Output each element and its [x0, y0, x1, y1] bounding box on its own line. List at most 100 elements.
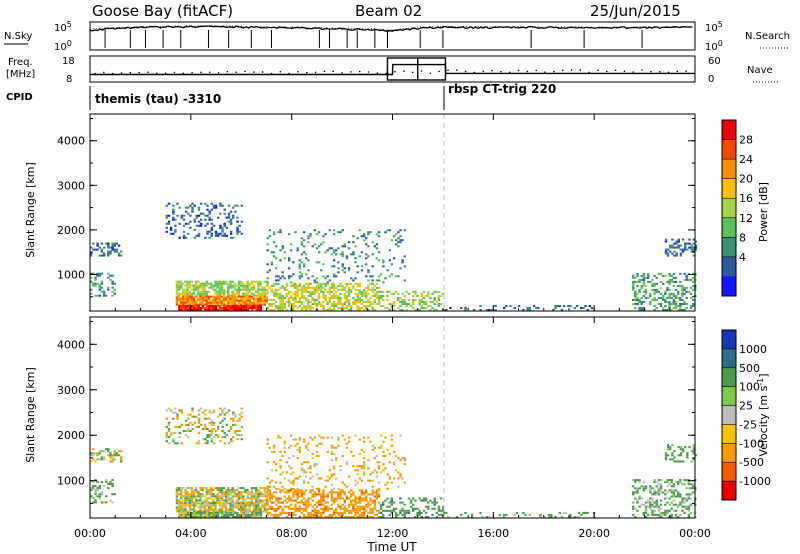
heat-cell [285, 471, 289, 474]
heat-cell [403, 299, 406, 301]
heat-cell [356, 301, 359, 303]
heat-cell [214, 504, 217, 507]
heat-cell [317, 282, 321, 285]
heat-cell [206, 436, 209, 439]
heat-cell [371, 448, 374, 451]
heat-cell [356, 516, 359, 518]
heat-cell [182, 487, 185, 490]
heat-cell [358, 477, 361, 480]
heat-cell [184, 499, 187, 502]
heat-cell [672, 303, 676, 305]
heat-cell [494, 309, 497, 311]
heat-cell [285, 501, 289, 504]
heat-cell [277, 231, 280, 234]
heat-cell [677, 505, 680, 508]
heat-cell [165, 222, 168, 225]
heat-cell [668, 305, 671, 307]
heat-cell [649, 497, 652, 500]
heat-cell [240, 284, 243, 287]
heat-cell [92, 487, 95, 490]
heat-cell [238, 419, 241, 422]
heat-cell [186, 516, 190, 518]
heat-cell [281, 471, 284, 474]
heat-cell [210, 432, 213, 435]
heat-cell [422, 509, 426, 512]
colorbar-segment [722, 348, 736, 369]
heat-cell [227, 508, 230, 511]
heat-cell [315, 281, 319, 284]
heat-cell [182, 508, 185, 511]
heat-cell [229, 286, 232, 289]
heat-cell [313, 507, 316, 510]
heat-cell [638, 299, 641, 301]
heat-cell [403, 255, 406, 258]
heat-cell [165, 436, 168, 439]
heat-cell [182, 230, 186, 233]
heat-cell [207, 489, 211, 492]
heat-cell [320, 516, 323, 518]
heat-cell [272, 444, 276, 447]
heat-cell [371, 509, 374, 512]
heat-cell [642, 280, 646, 283]
heat-cell [377, 501, 381, 504]
heat-cell [345, 307, 349, 309]
heat-cell [392, 235, 396, 238]
heat-cell [302, 469, 306, 472]
heat-cell [285, 511, 289, 514]
heat-cell [309, 286, 312, 289]
heat-cell [252, 497, 256, 500]
heat-cell [367, 479, 370, 482]
heat-cell [190, 288, 194, 291]
heat-cell [562, 305, 566, 307]
heat-cell [294, 290, 297, 293]
heat-cell [201, 307, 205, 309]
heat-cell [210, 301, 213, 304]
heat-cell [309, 467, 312, 470]
heat-cell [341, 507, 344, 510]
heat-cell [634, 487, 637, 490]
heat-cell [679, 493, 682, 496]
heat-cell [399, 473, 402, 476]
heat-cell [96, 242, 99, 245]
heat-cell [263, 491, 266, 494]
heat-cell [335, 477, 338, 480]
heat-cell [287, 513, 291, 516]
heat-cell [332, 259, 336, 262]
heat-cell [242, 487, 245, 490]
heat-cell [272, 513, 276, 516]
heat-cell [380, 434, 383, 437]
heat-cell [244, 305, 248, 307]
velocity-colorbar-label: Velocity [m s-1] [756, 373, 771, 456]
heat-cell [227, 442, 231, 445]
heat-cell [242, 286, 245, 289]
heat-cell [203, 303, 206, 306]
heat-cell [184, 210, 188, 213]
heat-cell [382, 450, 385, 453]
heat-cell [382, 290, 385, 293]
heat-cell [206, 214, 209, 217]
heat-cell [227, 510, 230, 513]
heat-cell [367, 309, 370, 311]
heat-cell [240, 297, 243, 300]
heat-cell [191, 206, 194, 209]
heat-cell [657, 513, 661, 516]
heat-cell [242, 282, 245, 285]
heat-cell [252, 294, 256, 297]
heat-cell [203, 504, 206, 507]
heat-cell [427, 501, 430, 504]
heat-cell [657, 516, 661, 518]
heat-cell [294, 507, 297, 510]
heat-cell [679, 454, 683, 457]
heat-cell [277, 487, 280, 490]
heat-cell [221, 436, 224, 439]
heat-cell [379, 516, 383, 518]
freq-unit-label: [MHz] [6, 69, 35, 80]
heat-cell [218, 491, 221, 494]
heat-cell [307, 505, 310, 508]
heat-cell [673, 254, 676, 257]
heat-cell [689, 305, 693, 307]
heat-cell [240, 407, 243, 410]
heat-cell [685, 290, 688, 293]
heat-cell [634, 299, 637, 301]
heat-cell [350, 516, 353, 518]
